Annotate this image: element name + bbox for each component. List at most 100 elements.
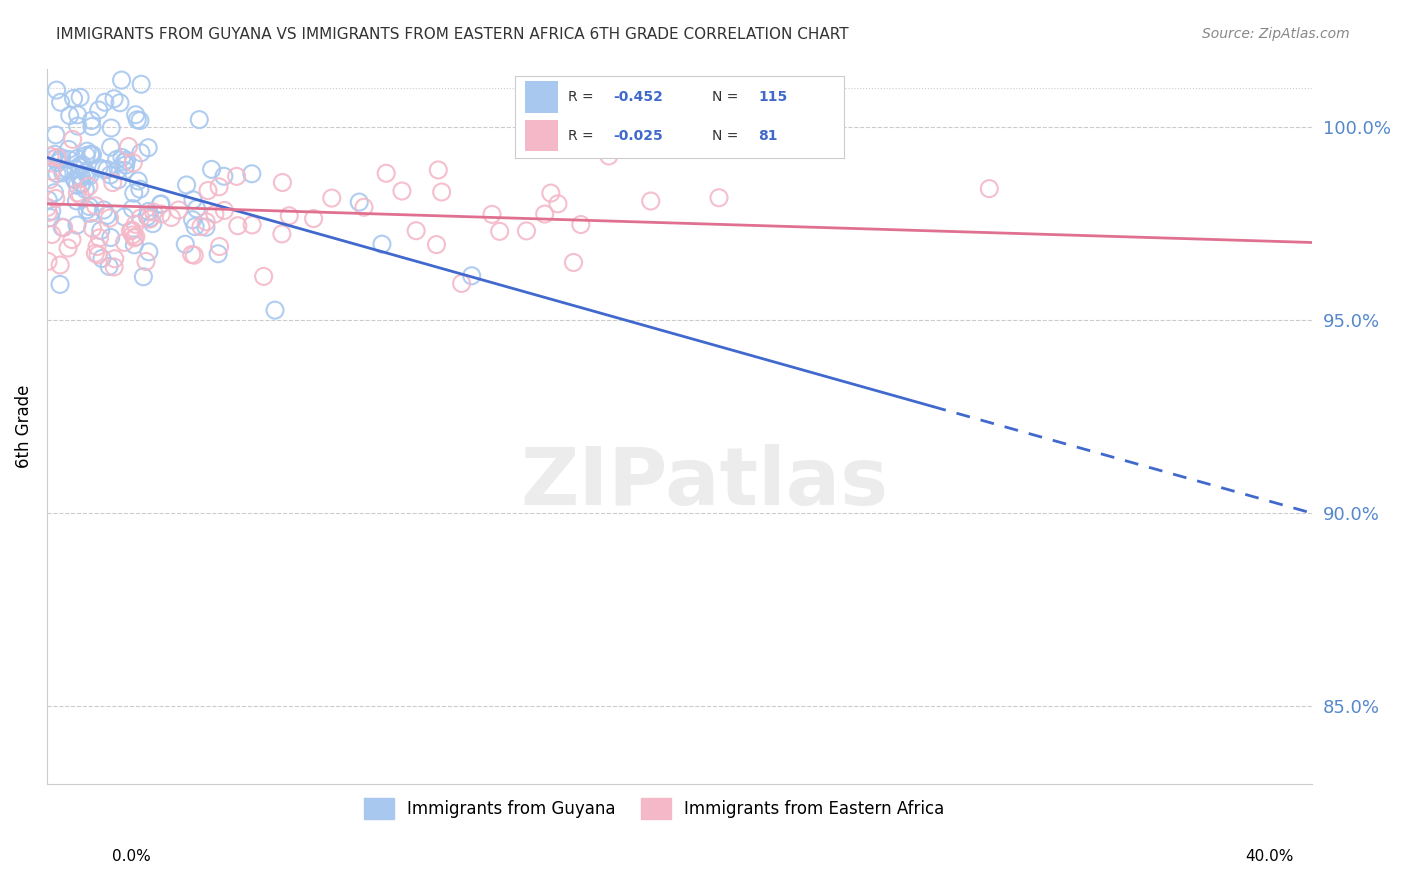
Point [200, 162, 222, 177]
Point [41, 164, 63, 178]
Point [515, 224, 537, 238]
Point [75, 165, 97, 179]
Point [72, 157, 94, 171]
Point [76, 202, 98, 217]
Point [69, 160, 91, 174]
Point [37, 193, 59, 207]
Point [142, 205, 165, 219]
Point [240, 218, 263, 232]
Point [87, 103, 110, 117]
Point [540, 186, 562, 200]
Point [75, 148, 97, 162]
Point [391, 184, 413, 198]
Point [253, 269, 276, 284]
Point [139, 211, 162, 226]
Point [69, 170, 91, 185]
Point [52, 220, 75, 235]
Point [101, 176, 124, 190]
Point [129, 113, 152, 128]
Point [87, 248, 110, 262]
Point [121, 223, 143, 237]
Point [139, 212, 162, 227]
Point [41, 227, 63, 242]
Point [125, 229, 148, 244]
Point [167, 202, 190, 217]
Point [96, 162, 118, 177]
Point [103, 260, 125, 274]
Point [46, 155, 69, 169]
Point [80, 147, 103, 161]
Point [82, 147, 104, 161]
Point [108, 95, 131, 110]
Point [460, 268, 482, 283]
Point [195, 215, 218, 229]
Point [481, 207, 503, 221]
Point [62, 91, 84, 105]
Point [60, 233, 83, 247]
Point [80, 120, 103, 134]
Point [49, 258, 72, 272]
Point [302, 211, 325, 226]
Point [100, 230, 122, 244]
Point [45, 128, 67, 142]
Point [142, 217, 165, 231]
Point [160, 211, 183, 225]
Point [65, 194, 87, 208]
Point [79, 169, 101, 183]
Point [59, 109, 82, 123]
Point [63, 172, 86, 186]
Point [349, 195, 371, 210]
Point [49, 277, 72, 292]
Point [425, 237, 447, 252]
Point [104, 252, 127, 266]
Point [77, 199, 100, 213]
Point [69, 159, 91, 173]
Point [79, 206, 101, 220]
Point [533, 207, 555, 221]
Point [547, 197, 569, 211]
Point [207, 246, 229, 260]
Point [107, 162, 129, 177]
Point [93, 162, 115, 177]
Point [69, 188, 91, 202]
Point [58, 143, 80, 157]
Point [371, 237, 394, 252]
Point [114, 163, 136, 178]
Point [41, 204, 63, 219]
Point [39, 149, 62, 163]
Point [114, 235, 136, 250]
Point [51, 151, 73, 165]
Point [87, 161, 110, 175]
Point [271, 176, 294, 190]
Point [353, 200, 375, 214]
Point [598, 149, 620, 163]
Point [66, 108, 89, 122]
Point [138, 244, 160, 259]
Point [37, 205, 59, 219]
Point [115, 153, 138, 168]
Point [45, 192, 67, 206]
Legend: Immigrants from Guyana, Immigrants from Eastern Africa: Immigrants from Guyana, Immigrants from … [357, 792, 950, 825]
Point [321, 191, 343, 205]
Text: 40.0%: 40.0% [1246, 849, 1294, 863]
Point [129, 77, 152, 91]
Point [375, 166, 398, 180]
Point [46, 167, 69, 181]
Point [66, 152, 89, 166]
Point [184, 219, 207, 234]
Point [39, 211, 62, 225]
Point [121, 227, 143, 242]
Point [264, 303, 287, 318]
Point [129, 145, 152, 160]
Point [188, 112, 211, 127]
Point [103, 92, 125, 106]
Point [427, 163, 450, 178]
Point [488, 224, 510, 238]
Point [49, 95, 72, 110]
Point [77, 179, 100, 194]
Point [52, 164, 75, 178]
Point [240, 167, 263, 181]
Point [91, 252, 114, 266]
Point [52, 166, 75, 180]
Point [197, 184, 219, 198]
